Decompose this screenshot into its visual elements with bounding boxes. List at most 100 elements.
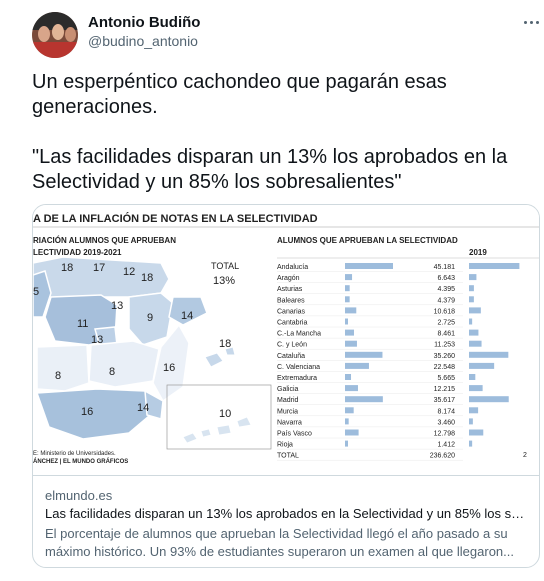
table-bar-2021 bbox=[469, 285, 474, 292]
table-row: Murcia 8.174 bbox=[277, 407, 479, 417]
table-row: Madrid 35.617 bbox=[277, 396, 509, 405]
table-value: 5.665 bbox=[437, 375, 455, 382]
table-bar bbox=[345, 407, 354, 414]
table-bar-2021 bbox=[469, 329, 479, 336]
table-row: Navarra 3.460 bbox=[277, 418, 473, 428]
table-value: 8.174 bbox=[437, 408, 455, 415]
table-row: País Vasco 12.798 bbox=[277, 429, 484, 439]
map-region-extremadura bbox=[36, 344, 90, 392]
card-title[interactable]: Las facilidades disparan un 13% los apro… bbox=[45, 506, 531, 521]
table-bar-2021 bbox=[469, 385, 483, 392]
card-domain[interactable]: elmundo.es bbox=[45, 488, 113, 503]
table-row: C. Valenciana 22.548 bbox=[277, 362, 495, 372]
tweet-header: Antonio Budiño @budino_antonio bbox=[32, 8, 544, 58]
table-row: Andalucía 45.181 bbox=[277, 263, 520, 272]
map-region-aragon bbox=[128, 292, 174, 346]
table-region-label: Asturias bbox=[277, 286, 303, 293]
map-region-castilla-mancha bbox=[88, 340, 160, 388]
author-name[interactable]: Antonio Budiño bbox=[88, 14, 201, 31]
table-region-label: C.-La Mancha bbox=[277, 331, 321, 338]
map-region-canarias bbox=[182, 416, 252, 444]
table-value: 1.412 bbox=[437, 442, 455, 449]
table-value: 4.379 bbox=[437, 297, 455, 304]
table-bar-2021 bbox=[469, 263, 520, 269]
table-bar bbox=[345, 440, 348, 447]
table-value: 4.395 bbox=[437, 286, 455, 293]
table-bar bbox=[345, 296, 350, 303]
table-row: Baleares 4.379 bbox=[277, 296, 474, 306]
table-region-label: Madrid bbox=[277, 397, 299, 404]
table-bar bbox=[345, 263, 393, 269]
map-value-label: 14 bbox=[137, 402, 149, 414]
table-total-row: TOTAL 236.620 bbox=[277, 453, 463, 461]
table-row: C. y León 11.253 bbox=[277, 340, 482, 350]
table-value: 22.548 bbox=[434, 364, 456, 371]
table-bar-2021 bbox=[469, 296, 474, 303]
table-row: Galicia 12.215 bbox=[277, 385, 483, 394]
table-bar-2021 bbox=[469, 440, 473, 447]
map-value-label: 5 bbox=[33, 286, 39, 298]
map-region-andalucia bbox=[35, 388, 156, 440]
table-year-2: 2 bbox=[523, 452, 527, 459]
more-options-icon[interactable] bbox=[520, 12, 544, 32]
total-label: TOTAL bbox=[211, 261, 239, 271]
table-region-label: Cantabria bbox=[277, 320, 307, 327]
table-bar-2021 bbox=[469, 274, 477, 281]
table-value: 236.620 bbox=[430, 453, 455, 460]
card-description[interactable]: El porcentaje de alumnos que aprueban la… bbox=[45, 526, 514, 559]
map-value-label: 18 bbox=[61, 262, 73, 274]
table-bar bbox=[345, 374, 352, 380]
map-region-cataluna bbox=[168, 296, 208, 326]
table-bar-2021 bbox=[469, 407, 479, 414]
map-value-label: 16 bbox=[81, 406, 93, 418]
map-title-2: LECTIVIDAD 2019-2021 bbox=[33, 248, 122, 257]
table-value: 3.460 bbox=[437, 419, 455, 426]
table-row: Asturias 4.395 bbox=[277, 285, 474, 294]
table-value: 2.725 bbox=[437, 320, 455, 327]
map-value-label: 11 bbox=[77, 318, 88, 330]
total-value: 13% bbox=[213, 275, 235, 287]
link-card[interactable]: A DE LA INFLACIÓN DE NOTAS EN LA SELECTI… bbox=[32, 204, 540, 568]
map-value-label: 13 bbox=[91, 334, 103, 346]
table-bar-2021 bbox=[469, 374, 476, 380]
table-bar bbox=[345, 418, 349, 425]
table-region-label: C. Valenciana bbox=[277, 364, 320, 371]
source-line-1: E: Ministerio de Universidades. bbox=[33, 451, 116, 457]
map-value-label: 18 bbox=[219, 338, 231, 350]
table-region-label: Cataluña bbox=[277, 353, 305, 360]
table-value: 11.253 bbox=[434, 342, 455, 349]
table-row: Cataluña 35.260 bbox=[277, 351, 509, 361]
map-value-label: 14 bbox=[181, 310, 193, 322]
table-value: 45.181 bbox=[434, 264, 456, 271]
table-row: Extremadura 5.665 bbox=[277, 374, 476, 383]
table-region-label: Galicia bbox=[277, 386, 299, 393]
map-region-galicia bbox=[33, 270, 52, 318]
table-region-label: TOTAL bbox=[277, 453, 299, 460]
table-bar bbox=[345, 362, 369, 369]
table-bar-2021 bbox=[469, 318, 473, 325]
table-bar-2021 bbox=[469, 340, 482, 347]
card-image[interactable]: A DE LA INFLACIÓN DE NOTAS EN LA SELECTI… bbox=[33, 205, 539, 475]
table-row: Rioja 1.412 bbox=[277, 440, 473, 450]
map-value-label: 8 bbox=[55, 370, 61, 382]
map-value-label: 10 bbox=[219, 408, 231, 420]
table-region-label: Canarias bbox=[277, 308, 306, 315]
tweet-text: Un esperpéntico cachondeo que pagarán es… bbox=[32, 71, 508, 193]
table-region-label: Andalucía bbox=[277, 264, 308, 271]
table-value: 8.461 bbox=[437, 331, 455, 338]
table-title: ALUMNOS QUE APRUEBAN LA SELECTIVIDAD bbox=[277, 236, 458, 245]
table-value: 6.643 bbox=[437, 275, 455, 282]
table-bar bbox=[345, 385, 358, 392]
table-value: 12.215 bbox=[434, 386, 456, 393]
map-value-label: 16 bbox=[163, 362, 175, 374]
map-value-label: 13 bbox=[111, 300, 123, 312]
table-row: C.-La Mancha 8.461 bbox=[277, 329, 479, 339]
table-region-label: Baleares bbox=[277, 297, 305, 304]
table-bar-2021 bbox=[469, 307, 481, 314]
avatar[interactable] bbox=[32, 12, 78, 58]
map-value-label: 9 bbox=[147, 312, 153, 324]
source-line-2: ÁNCHEZ | EL MUNDO GRÁFICOS bbox=[33, 458, 128, 465]
author-handle[interactable]: @budino_antonio bbox=[88, 33, 198, 49]
map-region-murcia bbox=[144, 389, 164, 420]
table-bar bbox=[345, 429, 359, 436]
